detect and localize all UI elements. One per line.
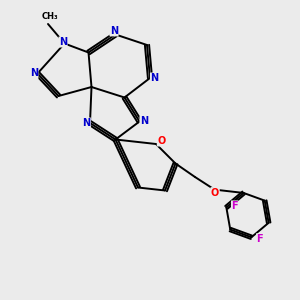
Text: CH₃: CH₃	[41, 12, 58, 21]
Text: N: N	[30, 68, 38, 79]
Text: N: N	[110, 26, 118, 36]
Text: F: F	[256, 234, 263, 244]
Text: N: N	[140, 116, 148, 127]
Text: N: N	[82, 118, 91, 128]
Text: N: N	[150, 73, 159, 83]
Text: O: O	[157, 136, 166, 146]
Text: O: O	[211, 188, 219, 198]
Text: F: F	[231, 201, 238, 211]
Text: N: N	[59, 37, 67, 47]
